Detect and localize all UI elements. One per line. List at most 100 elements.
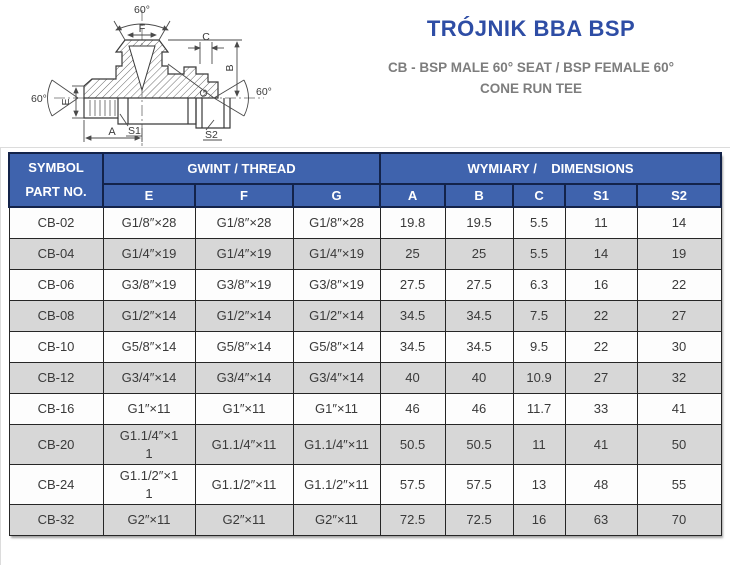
tee-lower-outline [83,98,231,129]
content-frame [0,147,730,565]
cell-part: CB-04 [8,238,104,270]
cell-part: CB-10 [8,331,104,363]
header-symbol: SYMBOL PART NO. [8,152,104,208]
cell-g: G3/8″×19 [292,269,381,301]
dim-c [188,42,224,64]
dim-e [72,85,84,119]
header-col-b: B [444,183,515,208]
cell-part: CB-08 [8,300,104,332]
cell-g: G1/2″×14 [292,300,381,332]
table-row: CB-10 G5/8″×14 G5/8″×14 G5/8″×14 34.5 34… [8,331,722,363]
thread-ticks [89,100,116,116]
spec-table: SYMBOL PART NO. GWINT / THREAD WYMIARY /… [8,152,723,537]
cell-g: G1/4″×19 [292,238,381,270]
cell-part: CB-06 [8,269,104,301]
leader-s1 [119,113,129,127]
cell-b: 72.5 [444,504,514,537]
cell-part: CB-24 [8,464,104,506]
cell-a: 50.5 [379,423,446,466]
cell-c: 5.5 [512,238,566,270]
cell-s2: 70 [636,504,722,537]
dim-label-f: F [139,23,146,35]
cell-part: CB-02 [8,206,104,239]
cell-s2: 19 [636,238,722,270]
table-row: CB-08 G1/2″×14 G1/2″×14 G1/2″×14 34.5 34… [8,300,722,332]
dim-label-right-angle: 60° [256,86,272,98]
cell-s1: 22 [564,331,638,363]
cell-e: G1.1/4″×1 1 [102,423,196,466]
cell-e: G5/8″×14 [102,331,196,363]
dim-label-c: C [202,31,210,43]
cell-c: 13 [512,464,566,506]
dim-label-a: A [108,126,116,138]
table-row: CB-12 G3/4″×14 G3/4″×14 G3/4″×14 40 40 1… [8,362,722,394]
dim-b [168,39,242,97]
cell-s2: 41 [636,393,722,425]
cell-c: 9.5 [512,331,566,363]
cell-s2: 50 [636,423,722,466]
cell-a: 27.5 [379,269,446,301]
cell-e: G2″×11 [102,504,196,537]
header-col-a: A [379,183,447,208]
cell-f: G2″×11 [194,504,294,537]
cell-c: 5.5 [512,206,566,239]
cell-e: G1″×11 [102,393,196,425]
cell-b: 27.5 [444,269,514,301]
cell-b: 46 [444,393,514,425]
cell-s1: 63 [564,504,638,537]
cell-b: 34.5 [444,331,514,363]
cell-part: CB-12 [8,362,104,394]
header-dimensions-group: WYMIARY / DIMENSIONS [379,152,723,185]
dim-left-angle [47,79,79,117]
cell-e: G1/2″×14 [102,300,196,332]
cell-s2: 32 [636,362,722,394]
cell-g: G1.1/2″×11 [292,464,381,506]
cone-bore [128,45,156,92]
cell-b: 19.5 [444,206,514,239]
dim-top-angle [113,20,171,41]
cell-c: 16 [512,504,566,537]
cell-a: 19.8 [379,206,446,239]
table-row: CB-16 G1″×11 G1″×11 G1″×11 46 46 11.7 33… [8,393,722,425]
leader-s2 [205,119,215,131]
cell-g: G1.1/4″×11 [292,423,381,466]
table-row: CB-02 G1/8″×28 G1/8″×28 G1/8″×28 19.8 19… [8,206,722,239]
cell-s2: 14 [636,206,722,239]
cell-a: 57.5 [379,464,446,506]
technical-drawing: 60° F C B E 60° [31,4,272,146]
cell-c: 7.5 [512,300,566,332]
header-symbol-line1: SYMBOL [28,159,84,175]
dim-label-s1: S1 [128,125,141,137]
dim-right-angle [167,63,249,117]
cell-f: G1/8″×28 [194,206,294,239]
cell-s2: 27 [636,300,722,332]
cell-a: 34.5 [379,331,446,363]
cell-f: G1.1/4″×11 [194,423,294,466]
cell-s1: 16 [564,269,638,301]
cell-e: G1.1/2″×1 1 [102,464,196,506]
cell-e: G3/8″×19 [102,269,196,301]
cell-s1: 22 [564,300,638,332]
cell-b: 57.5 [444,464,514,506]
cell-s1: 48 [564,464,638,506]
cell-f: G1.1/2″×11 [194,464,294,506]
subtitle-line2: CONE RUN TEE [479,80,582,96]
table-row: CB-24 G1.1/2″×1 1 G1.1/2″×11 G1.1/2″×11 … [8,464,722,506]
cell-g: G3/4″×14 [292,362,381,394]
cell-part: CB-20 [8,423,104,466]
cell-s1: 41 [564,423,638,466]
cell-g: G2″×11 [292,504,381,537]
cell-g: G5/8″×14 [292,331,381,363]
cell-b: 34.5 [444,300,514,332]
cell-part: CB-32 [8,504,104,537]
table-row: CB-04 G1/4″×19 G1/4″×19 G1/4″×19 25 25 5… [8,238,722,270]
cell-g: G1″×11 [292,393,381,425]
cell-s2: 55 [636,464,722,506]
dim-label-e: E [60,98,72,105]
dim-label-left-angle: 60° [31,93,47,105]
cell-e: G3/4″×14 [102,362,196,394]
cell-a: 46 [379,393,446,425]
dim-label-top-angle: 60° [134,4,150,16]
tee-section-body [83,39,219,99]
